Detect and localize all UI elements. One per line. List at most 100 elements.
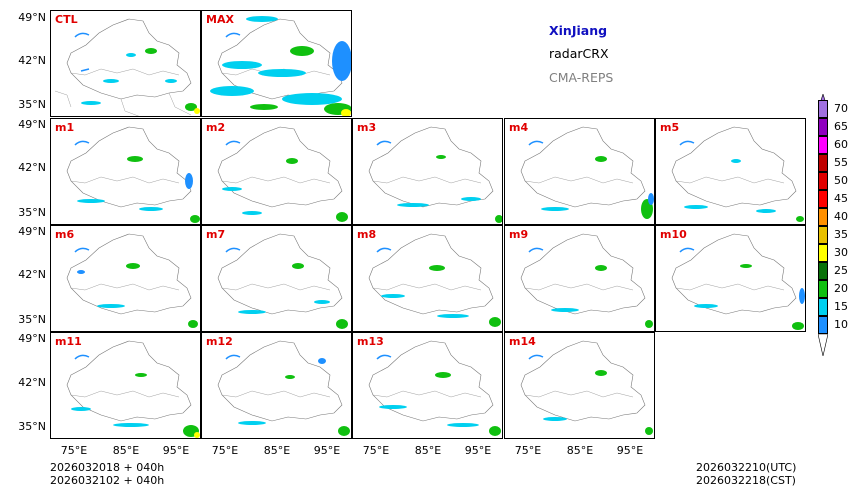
panel-label: m8 (357, 228, 377, 241)
colorbar-box (818, 262, 828, 280)
lon-tick-85: 85°E (414, 444, 442, 457)
map-panel-ctl: CTL (50, 10, 201, 117)
valid-time-cst: 2026032218(CST) (696, 474, 796, 487)
map-drawing (368, 233, 501, 327)
map-panel-m3: m3 (352, 118, 503, 225)
colorbar-label: 65 (834, 120, 848, 133)
panel-label: m14 (509, 335, 536, 348)
panel-label: m5 (660, 121, 680, 134)
product-name: radarCRX (549, 46, 609, 61)
panel-label: m2 (206, 121, 226, 134)
panel-label: MAX (206, 13, 234, 26)
panel-label: m10 (660, 228, 687, 241)
colorbar-box (818, 208, 828, 226)
map-drawing (368, 340, 501, 436)
map-panel-m10: m10 (655, 225, 806, 332)
map-panel-m11: m11 (50, 332, 201, 439)
colorbar-label: 10 (834, 318, 848, 331)
lon-tick-95: 95°E (616, 444, 644, 457)
region-title: XinJiang (549, 23, 608, 38)
panel-label: m12 (206, 335, 233, 348)
colorbar-label: 20 (834, 282, 848, 295)
lon-tick-85: 85°E (263, 444, 291, 457)
map-panel-m6: m6 (50, 225, 201, 332)
panel-label: m11 (55, 335, 82, 348)
map-drawing (217, 233, 348, 329)
lat-tick-49: 49°N (18, 225, 46, 238)
lon-tick-75: 75°E (211, 444, 239, 457)
lon-tick-85: 85°E (566, 444, 594, 457)
map-drawing (54, 18, 200, 116)
panel-label: m1 (55, 121, 75, 134)
map-drawing (66, 233, 198, 328)
map-panel-m7: m7 (201, 225, 352, 332)
colorbar-box (818, 280, 828, 298)
colorbar-label: 55 (834, 156, 848, 169)
colorbar-label: 60 (834, 138, 848, 151)
map-drawing (66, 340, 200, 438)
lat-tick-42: 42°N (18, 376, 46, 389)
map-panel-max: MAX (201, 10, 352, 117)
map-drawing (671, 126, 804, 222)
lat-tick-42: 42°N (18, 54, 46, 67)
colorbar-label: 50 (834, 174, 848, 187)
colorbar-label: 35 (834, 228, 848, 241)
colorbar-box (818, 226, 828, 244)
panel-label: CTL (55, 13, 78, 26)
panel-label: m9 (509, 228, 529, 241)
lat-tick-49: 49°N (18, 11, 46, 24)
lon-tick-95: 95°E (313, 444, 341, 457)
map-panel-m12: m12 (201, 332, 352, 439)
lat-tick-35: 35°N (18, 98, 46, 111)
colorbar-box (818, 244, 828, 262)
colorbar-label: 45 (834, 192, 848, 205)
map-panel-m8: m8 (352, 225, 503, 332)
map-drawing (66, 126, 200, 223)
map-panel-m1: m1 (50, 118, 201, 225)
lat-tick-35: 35°N (18, 206, 46, 219)
lon-tick-95: 95°E (162, 444, 190, 457)
panel-label: m4 (509, 121, 529, 134)
map-drawing (217, 340, 350, 436)
map-drawing (368, 126, 502, 223)
lon-tick-75: 75°E (60, 444, 88, 457)
lon-tick-95: 95°E (464, 444, 492, 457)
colorbar-label: 40 (834, 210, 848, 223)
map-panel-m14: m14 (504, 332, 655, 439)
map-drawing (520, 233, 653, 328)
map-drawing (217, 126, 348, 222)
colorbar-box (818, 190, 828, 208)
lon-tick-75: 75°E (514, 444, 542, 457)
init-time-cst: 2026032102 + 040h (50, 474, 165, 487)
colorbar-bottom-arrow (818, 334, 828, 356)
map-panel-m4: m4 (504, 118, 655, 225)
colorbar-box (818, 136, 828, 154)
panel-label: m13 (357, 335, 384, 348)
colorbar-box (818, 100, 828, 118)
colorbar-box (818, 298, 828, 316)
model-name: CMA-REPS (549, 70, 614, 85)
lat-tick-49: 49°N (18, 332, 46, 345)
colorbar-label: 30 (834, 246, 848, 259)
colorbar-label: 15 (834, 300, 848, 313)
panel-label: m7 (206, 228, 226, 241)
panel-label: m6 (55, 228, 75, 241)
colorbar-label: 70 (834, 102, 848, 115)
lat-tick-35: 35°N (18, 313, 46, 326)
init-time-utc: 2026032018 + 040h (50, 461, 165, 474)
lon-tick-85: 85°E (112, 444, 140, 457)
colorbar-box (818, 316, 828, 334)
panel-label: m3 (357, 121, 377, 134)
valid-time-utc: 2026032210(UTC) (696, 461, 797, 474)
map-drawing (671, 233, 805, 330)
map-panel-m13: m13 (352, 332, 503, 439)
lat-tick-42: 42°N (18, 268, 46, 281)
map-panel-m2: m2 (201, 118, 352, 225)
lat-tick-49: 49°N (18, 118, 46, 131)
colorbar-box (818, 154, 828, 172)
lat-tick-42: 42°N (18, 161, 46, 174)
map-drawing (520, 340, 653, 435)
map-drawing (520, 126, 654, 219)
colorbar-box (818, 118, 828, 136)
map-drawing (210, 16, 351, 116)
